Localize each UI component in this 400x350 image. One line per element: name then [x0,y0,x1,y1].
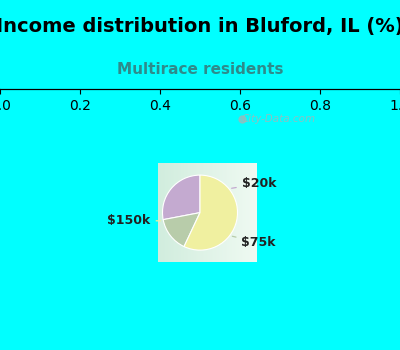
Wedge shape [162,175,200,220]
Text: Income distribution in Bluford, IL (%): Income distribution in Bluford, IL (%) [0,17,400,36]
Text: $75k: $75k [232,236,276,249]
Text: City-Data.com: City-Data.com [242,114,316,124]
Wedge shape [184,175,238,250]
Text: Multirace residents: Multirace residents [117,62,283,77]
Text: $20k: $20k [232,177,276,190]
Text: $150k: $150k [107,214,161,227]
Wedge shape [163,212,200,246]
